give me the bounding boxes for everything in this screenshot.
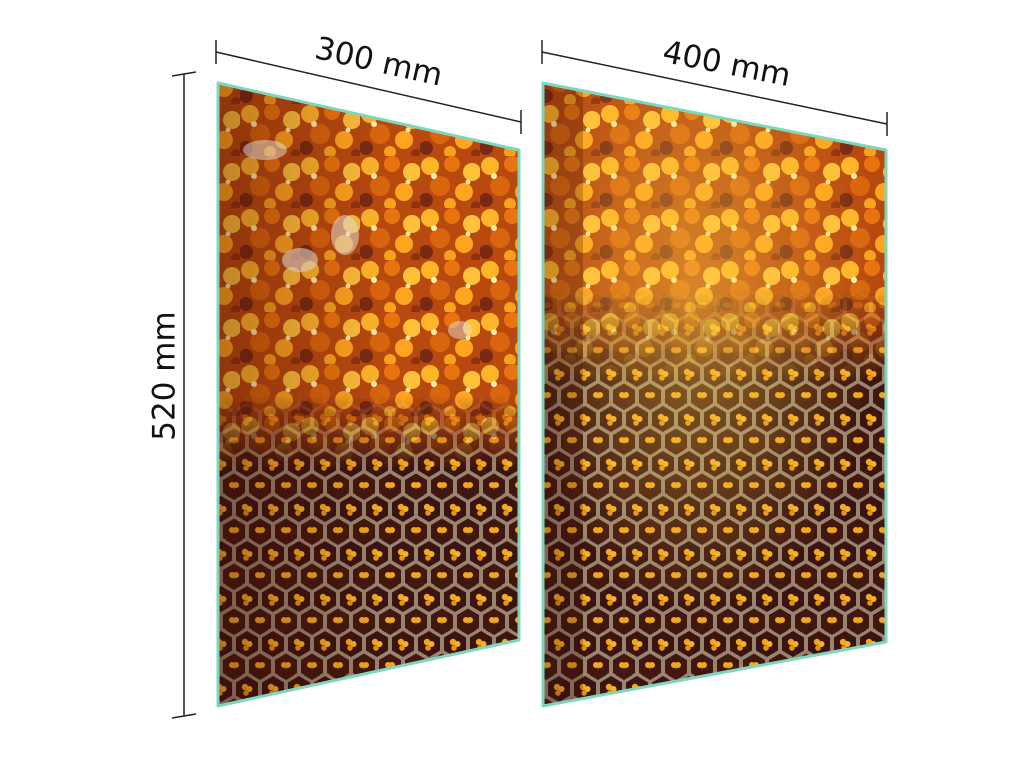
width-line-right: [541, 51, 888, 125]
glass-edge: [216, 81, 521, 708]
glass-edge: [541, 81, 888, 708]
width-line-left: [215, 51, 522, 123]
height-label: 520 mm: [146, 311, 183, 441]
dimension-lines: [171, 40, 888, 719]
right-glass-panel: [541, 81, 888, 708]
left-glass-panel: [216, 81, 521, 708]
